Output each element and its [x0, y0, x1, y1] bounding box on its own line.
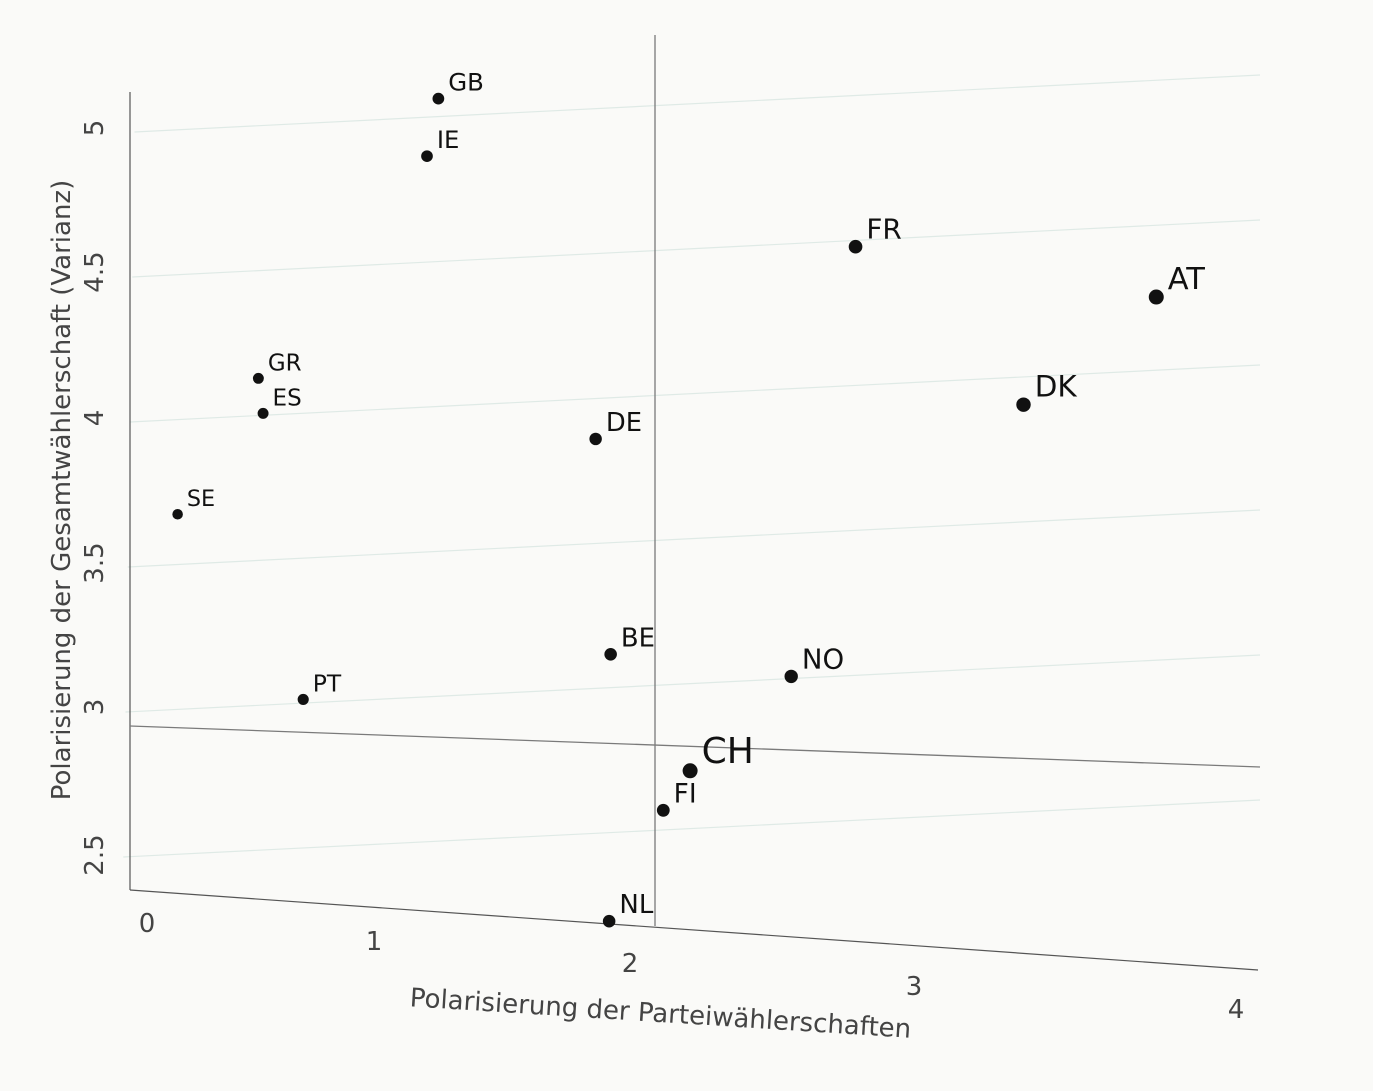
data-point-no	[784, 669, 798, 684]
point-label-gb: GB	[448, 68, 484, 97]
x-tick-label: 1	[366, 927, 383, 957]
y-tick-label: 5	[80, 120, 110, 137]
data-point-fr	[848, 239, 863, 254]
y-tick-label: 4.5	[80, 251, 110, 292]
x-tick-label: 0	[139, 909, 156, 939]
point-label-es: ES	[273, 385, 302, 411]
data-point-es	[257, 407, 269, 419]
data-point-at	[1148, 289, 1164, 305]
x-axis-label: Polarisierung der Parteiwählerschaften	[409, 983, 912, 1044]
y-tick-label: 2.5	[80, 834, 110, 875]
reference-lines	[129, 35, 1261, 926]
y-axis-label: Polarisierung der Gesamtwählerschaft (Va…	[47, 180, 77, 800]
data-point-ch	[682, 763, 698, 779]
data-point-pt	[297, 693, 309, 705]
point-label-nl: NL	[619, 890, 653, 920]
y-tick-label: 3.5	[80, 542, 110, 583]
grid-layer	[123, 74, 1261, 858]
x-tick-label: 2	[622, 949, 639, 979]
x-tick-label: 3	[906, 972, 923, 1002]
gridline	[125, 654, 1261, 713]
point-label-at: AT	[1168, 262, 1205, 297]
gridline	[132, 219, 1261, 278]
point-label-se: SE	[187, 486, 215, 512]
point-label-be: BE	[621, 623, 655, 653]
y-tick-label: 4	[80, 410, 110, 427]
y-tick-label: 3	[80, 699, 110, 716]
gridline	[127, 509, 1261, 568]
data-point-be	[604, 648, 617, 661]
data-point-dk	[1016, 397, 1031, 412]
data-point-ie	[421, 150, 433, 162]
axis-layer	[129, 92, 1259, 971]
point-label-fi: FI	[674, 778, 697, 809]
tick-labels: 2.5 3 3.5 4 4.5 5 0 1 2 3 4	[80, 120, 1244, 1025]
gridline	[129, 364, 1261, 423]
point-label-ch: CH	[702, 731, 754, 772]
point-label-dk: DK	[1035, 370, 1078, 404]
gridline	[134, 74, 1261, 133]
data-point-gr	[252, 372, 264, 384]
data-point-nl	[602, 914, 616, 928]
point-label-fr: FR	[866, 213, 901, 246]
x-tick-label: 4	[1228, 995, 1245, 1025]
data-point-se	[172, 508, 183, 520]
x-axis-line	[129, 889, 1259, 971]
point-label-no: NO	[802, 643, 844, 675]
point-label-ie: IE	[437, 125, 460, 154]
data-point-de	[589, 432, 602, 446]
point-label-pt: PT	[313, 669, 342, 697]
gridline	[123, 799, 1261, 858]
point-label-gr: GR	[268, 350, 302, 376]
horizontal-reference-line	[129, 725, 1261, 768]
data-point-gb	[432, 92, 445, 105]
point-label-de: DE	[606, 408, 642, 438]
data-point-fi	[656, 803, 670, 817]
